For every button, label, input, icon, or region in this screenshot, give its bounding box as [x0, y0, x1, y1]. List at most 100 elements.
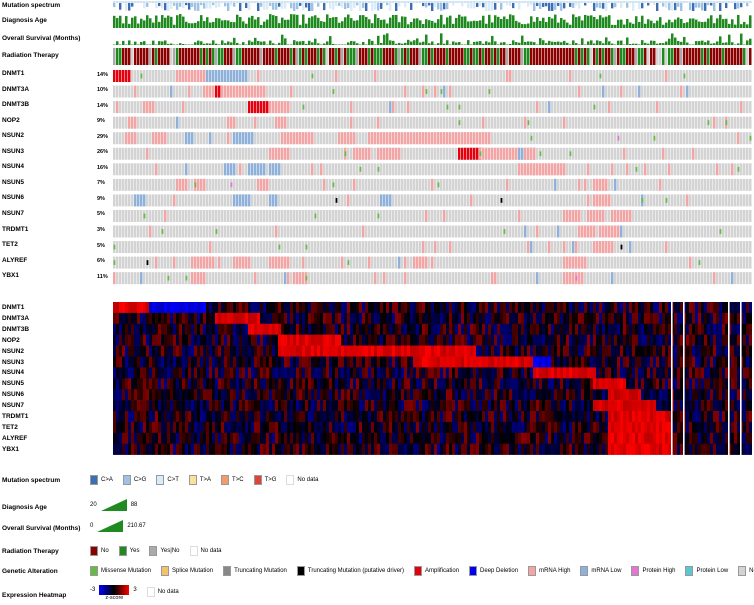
radiation-cell: [638, 48, 641, 65]
age-bar: [188, 23, 191, 28]
spectrum-cell: [515, 1, 518, 3]
gene-label-dnmt3a: DNMT3A: [2, 85, 30, 93]
onco-cell: [518, 70, 521, 82]
onco-cell: [716, 85, 719, 98]
onco-cell: [641, 116, 644, 129]
onco-cell: [707, 85, 710, 98]
heatmap-cell: [341, 302, 345, 314]
age-bar: [119, 15, 122, 28]
spectrum-cell: [332, 1, 335, 3]
onco-cell: [365, 225, 368, 238]
heatmap-cell: [206, 302, 210, 314]
onco-cell: [476, 194, 479, 207]
spectrum-cell: [734, 1, 737, 3]
heatmap-cell: [374, 312, 378, 325]
os-bar: [299, 41, 302, 45]
onco-cell: [164, 194, 167, 207]
onco-cell: [422, 225, 425, 238]
onco-alt: [416, 256, 419, 269]
onco-cell: [326, 256, 329, 269]
onco-cell: [371, 70, 374, 82]
onco-cell: [410, 272, 413, 285]
os-bar: [569, 44, 572, 45]
heatmap-cell: [209, 323, 213, 335]
age-bar: [176, 15, 179, 28]
onco-cell: [434, 70, 437, 82]
spectrum-cell: [368, 1, 371, 3]
onco-cell: [266, 116, 269, 129]
heatmap-cell: [425, 312, 429, 325]
onco-cell: [674, 85, 677, 98]
onco-cell: [119, 225, 122, 238]
onco-cell: [719, 70, 722, 82]
onco-cell: [269, 116, 272, 129]
onco-cell: [725, 163, 728, 176]
onco-cell: [551, 147, 554, 160]
radiation-cell: [713, 48, 716, 65]
spectrum-bar: [539, 3, 542, 9]
onco-cell: [146, 70, 149, 82]
spectrum-cell: [407, 1, 410, 3]
age-bar: [701, 21, 704, 28]
onco-cell: [467, 101, 470, 114]
age-bar: [590, 15, 593, 28]
heatmap-cell: [344, 323, 348, 335]
spectrum-cell: [173, 1, 176, 3]
onco-alt: [425, 256, 428, 269]
os-bar: [746, 40, 749, 45]
age-bar: [575, 17, 578, 28]
onco-cell: [419, 209, 422, 222]
onco-cell: [695, 241, 698, 254]
radiation-cell: [683, 48, 686, 65]
heatmap-cell: [224, 323, 228, 335]
onco-cell: [659, 132, 662, 145]
radiation-cell: [251, 48, 254, 65]
onco-cell: [425, 225, 428, 238]
onco-cell: [395, 85, 398, 98]
onco-cell: [536, 116, 539, 129]
onco-cell: [554, 116, 557, 129]
onco-cell: [431, 209, 434, 222]
onco-cell: [149, 163, 152, 176]
onco-cell: [683, 209, 686, 222]
heatmap-cell: [683, 302, 687, 314]
onco-cell: [560, 147, 563, 160]
onco-cell: [743, 194, 746, 207]
spectrum-bar: [125, 3, 128, 11]
heatmap-cell: [263, 302, 267, 314]
heatmap-cell: [296, 323, 300, 335]
heatmap-cell: [269, 323, 273, 335]
onco-alt: [620, 209, 623, 222]
onco-alt: [269, 194, 272, 207]
onco-cell: [566, 116, 569, 129]
onco-cell: [509, 241, 512, 254]
onco-cell: [146, 178, 149, 191]
onco-cell: [173, 132, 176, 145]
onco-cell: [611, 147, 614, 160]
onco-cell: [293, 70, 296, 82]
onco-cell: [674, 147, 677, 160]
onco-cell: [383, 225, 386, 238]
spectrum-bar: [425, 3, 428, 8]
onco-cell: [323, 209, 326, 222]
onco-cell: [647, 163, 650, 176]
heatmap-cell: [599, 302, 603, 314]
onco-cell: [416, 178, 419, 191]
heatmap-cell: [593, 312, 597, 325]
spectrum-cell: [323, 1, 326, 3]
radiation-cell: [593, 48, 596, 65]
spectrum-cell: [197, 1, 200, 3]
age-bar: [623, 24, 626, 28]
onco-alt: [218, 85, 221, 98]
onco-cell: [578, 132, 581, 145]
spectrum-bar: [470, 3, 473, 9]
gene-pct-alyref: 6%: [97, 258, 105, 265]
onco-cell: [488, 163, 491, 176]
os-bar: [464, 44, 467, 45]
onco-cell: [269, 272, 272, 285]
heatmap-cell: [338, 312, 342, 325]
heatmap-cell: [206, 323, 210, 335]
onco-cell: [188, 209, 191, 222]
onco-cell: [731, 272, 734, 285]
onco-mutation: [719, 229, 722, 234]
